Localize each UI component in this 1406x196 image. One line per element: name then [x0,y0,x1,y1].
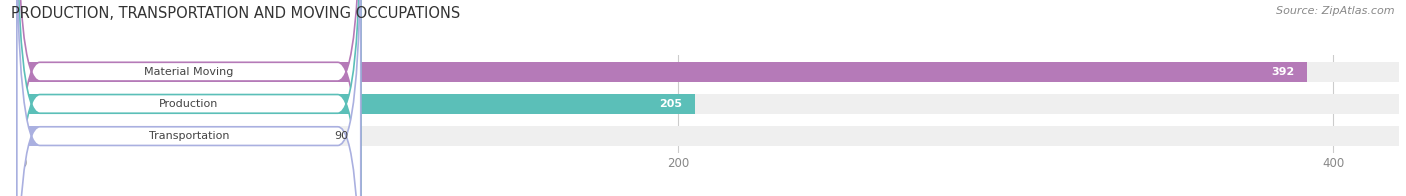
Text: 392: 392 [1271,67,1294,77]
FancyBboxPatch shape [17,0,361,196]
FancyBboxPatch shape [17,0,361,196]
Text: Source: ZipAtlas.com: Source: ZipAtlas.com [1277,6,1395,16]
Text: PRODUCTION, TRANSPORTATION AND MOVING OCCUPATIONS: PRODUCTION, TRANSPORTATION AND MOVING OC… [11,6,461,21]
Bar [24,94,1399,114]
Bar [24,62,1399,82]
Text: Production: Production [159,99,218,109]
Text: 205: 205 [659,99,682,109]
Bar [24,94,695,114]
Text: Material Moving: Material Moving [143,67,233,77]
Text: 90: 90 [335,131,349,141]
Text: Transportation: Transportation [149,131,229,141]
Bar [24,126,318,146]
FancyBboxPatch shape [17,0,361,196]
Bar [24,126,1399,146]
Bar [24,62,1308,82]
